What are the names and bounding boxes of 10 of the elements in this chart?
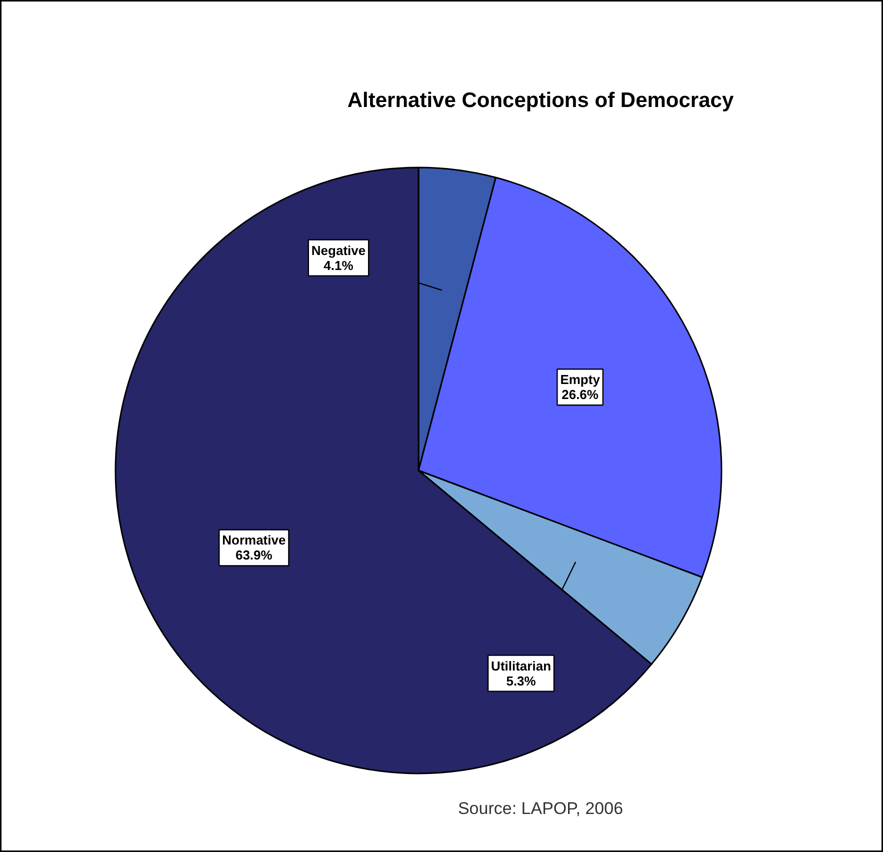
slice-label: Normative [222,532,286,548]
data-label: 5.3% [506,673,536,688]
slice-label: Negative [311,242,366,258]
data-label: 4.1% [324,258,354,273]
slice-label: Empty [560,372,601,388]
source-note: Source: LAPOP, 2006 [458,799,624,818]
data-label: 26.6% [562,387,599,402]
slice-label: Utilitarian [491,658,552,674]
chart-title: Alternative Conceptions of Democracy [347,89,734,112]
data-label: 63.9% [235,548,273,563]
